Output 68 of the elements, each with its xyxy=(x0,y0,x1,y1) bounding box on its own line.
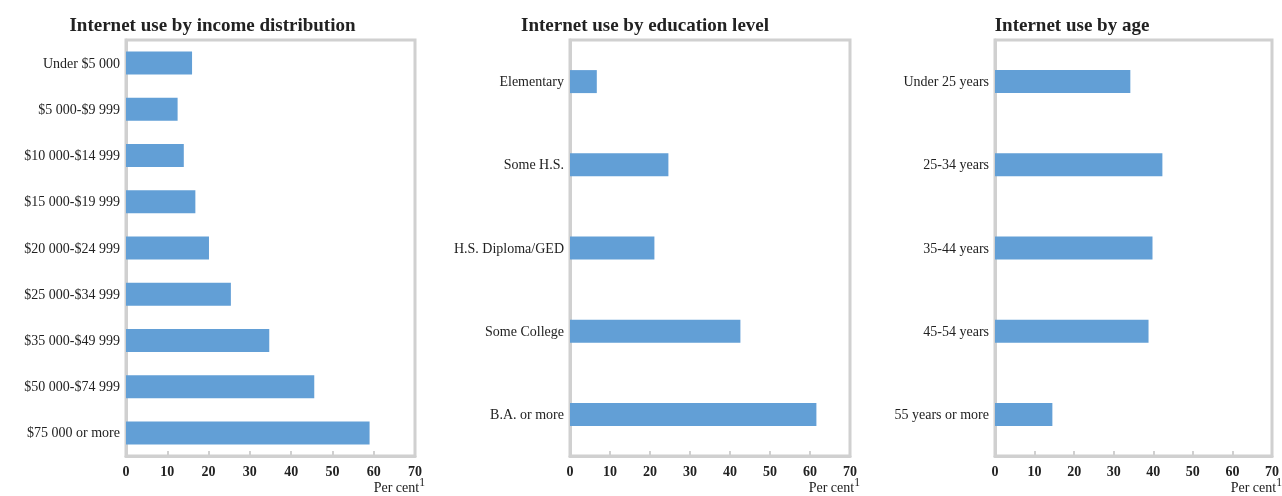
y-tick-label: $75 000 or more xyxy=(27,425,120,441)
x-tick-label: 70 xyxy=(843,463,857,479)
x-tick-label: 10 xyxy=(1027,463,1042,479)
chart-title: Internet use by education level xyxy=(520,14,770,35)
bar xyxy=(570,153,669,177)
y-tick-label: Under $5 000 xyxy=(43,55,120,71)
bar xyxy=(126,328,270,352)
y-tick-label: H.S. Diploma/GED xyxy=(453,240,564,256)
x-tick-label: 10 xyxy=(160,463,175,479)
chart-title: Internet use by age xyxy=(994,14,1150,35)
bar xyxy=(570,236,655,260)
bar xyxy=(995,319,1149,343)
bar xyxy=(995,402,1053,426)
bar xyxy=(126,375,315,399)
x-tick-label: 20 xyxy=(643,463,657,479)
x-axis-title: Per cent$^{1}$ xyxy=(808,476,860,495)
y-tick-label: 55 years or more xyxy=(894,406,989,422)
x-tick-label: 20 xyxy=(201,463,216,479)
y-tick-label: $50 000-$74 999 xyxy=(24,379,120,395)
y-tick-label: $35 000-$49 999 xyxy=(24,332,120,348)
x-tick-label: 50 xyxy=(325,463,340,479)
x-tick-label: 30 xyxy=(683,463,697,479)
x-axis-title: Per cent$^{1}$ xyxy=(1230,476,1282,495)
bar xyxy=(126,190,196,214)
x-tick-label: 50 xyxy=(763,463,777,479)
bar xyxy=(126,144,184,168)
x-tick-label: 0 xyxy=(991,463,999,479)
x-tick-label: 30 xyxy=(242,463,257,479)
x-tick-label: 40 xyxy=(284,463,299,479)
x-tick-label: 20 xyxy=(1067,463,1082,479)
x-tick-label: 70 xyxy=(1265,463,1279,479)
x-tick-label: 30 xyxy=(1106,463,1121,479)
x-tick-label: 0 xyxy=(566,463,574,479)
bar xyxy=(126,421,370,445)
y-tick-label: 45-54 years xyxy=(923,323,989,339)
x-tick-label: 40 xyxy=(1146,463,1161,479)
chart-title: Internet use by income distribution xyxy=(69,14,356,35)
y-tick-label: $5 000-$9 999 xyxy=(38,101,120,117)
x-tick-label: 10 xyxy=(603,463,617,479)
x-tick-label: 70 xyxy=(408,463,422,479)
y-tick-label: B.A. or more xyxy=(490,406,564,422)
y-tick-label: $25 000-$34 999 xyxy=(24,286,120,302)
x-tick-label: 60 xyxy=(803,463,817,479)
x-tick-label: 60 xyxy=(1225,463,1240,479)
x-axis-title: Per cent$^{1}$ xyxy=(373,476,425,495)
y-tick-label: Some College xyxy=(485,323,564,339)
y-tick-label: $20 000-$24 999 xyxy=(24,240,120,256)
y-tick-label: $10 000-$14 999 xyxy=(24,148,120,164)
bar xyxy=(995,70,1131,94)
bar xyxy=(570,402,817,426)
y-tick-label: Some H.S. xyxy=(503,157,564,173)
x-tick-label: 0 xyxy=(122,463,130,479)
x-tick-label: 50 xyxy=(1185,463,1200,479)
x-tick-label: 40 xyxy=(723,463,737,479)
bar xyxy=(126,51,193,75)
y-tick-label: 35-44 years xyxy=(923,240,989,256)
bar xyxy=(126,236,209,260)
x-tick-label: 60 xyxy=(366,463,381,479)
bar xyxy=(995,236,1153,260)
bar xyxy=(995,153,1163,177)
bar xyxy=(126,97,178,121)
y-tick-label: 25-34 years xyxy=(923,157,989,173)
bar xyxy=(570,319,741,343)
y-tick-label: Elementary xyxy=(499,74,564,90)
y-tick-label: Under 25 years xyxy=(903,74,989,90)
bar xyxy=(126,282,231,306)
bar xyxy=(570,70,597,94)
y-tick-label: $15 000-$19 999 xyxy=(24,194,120,210)
